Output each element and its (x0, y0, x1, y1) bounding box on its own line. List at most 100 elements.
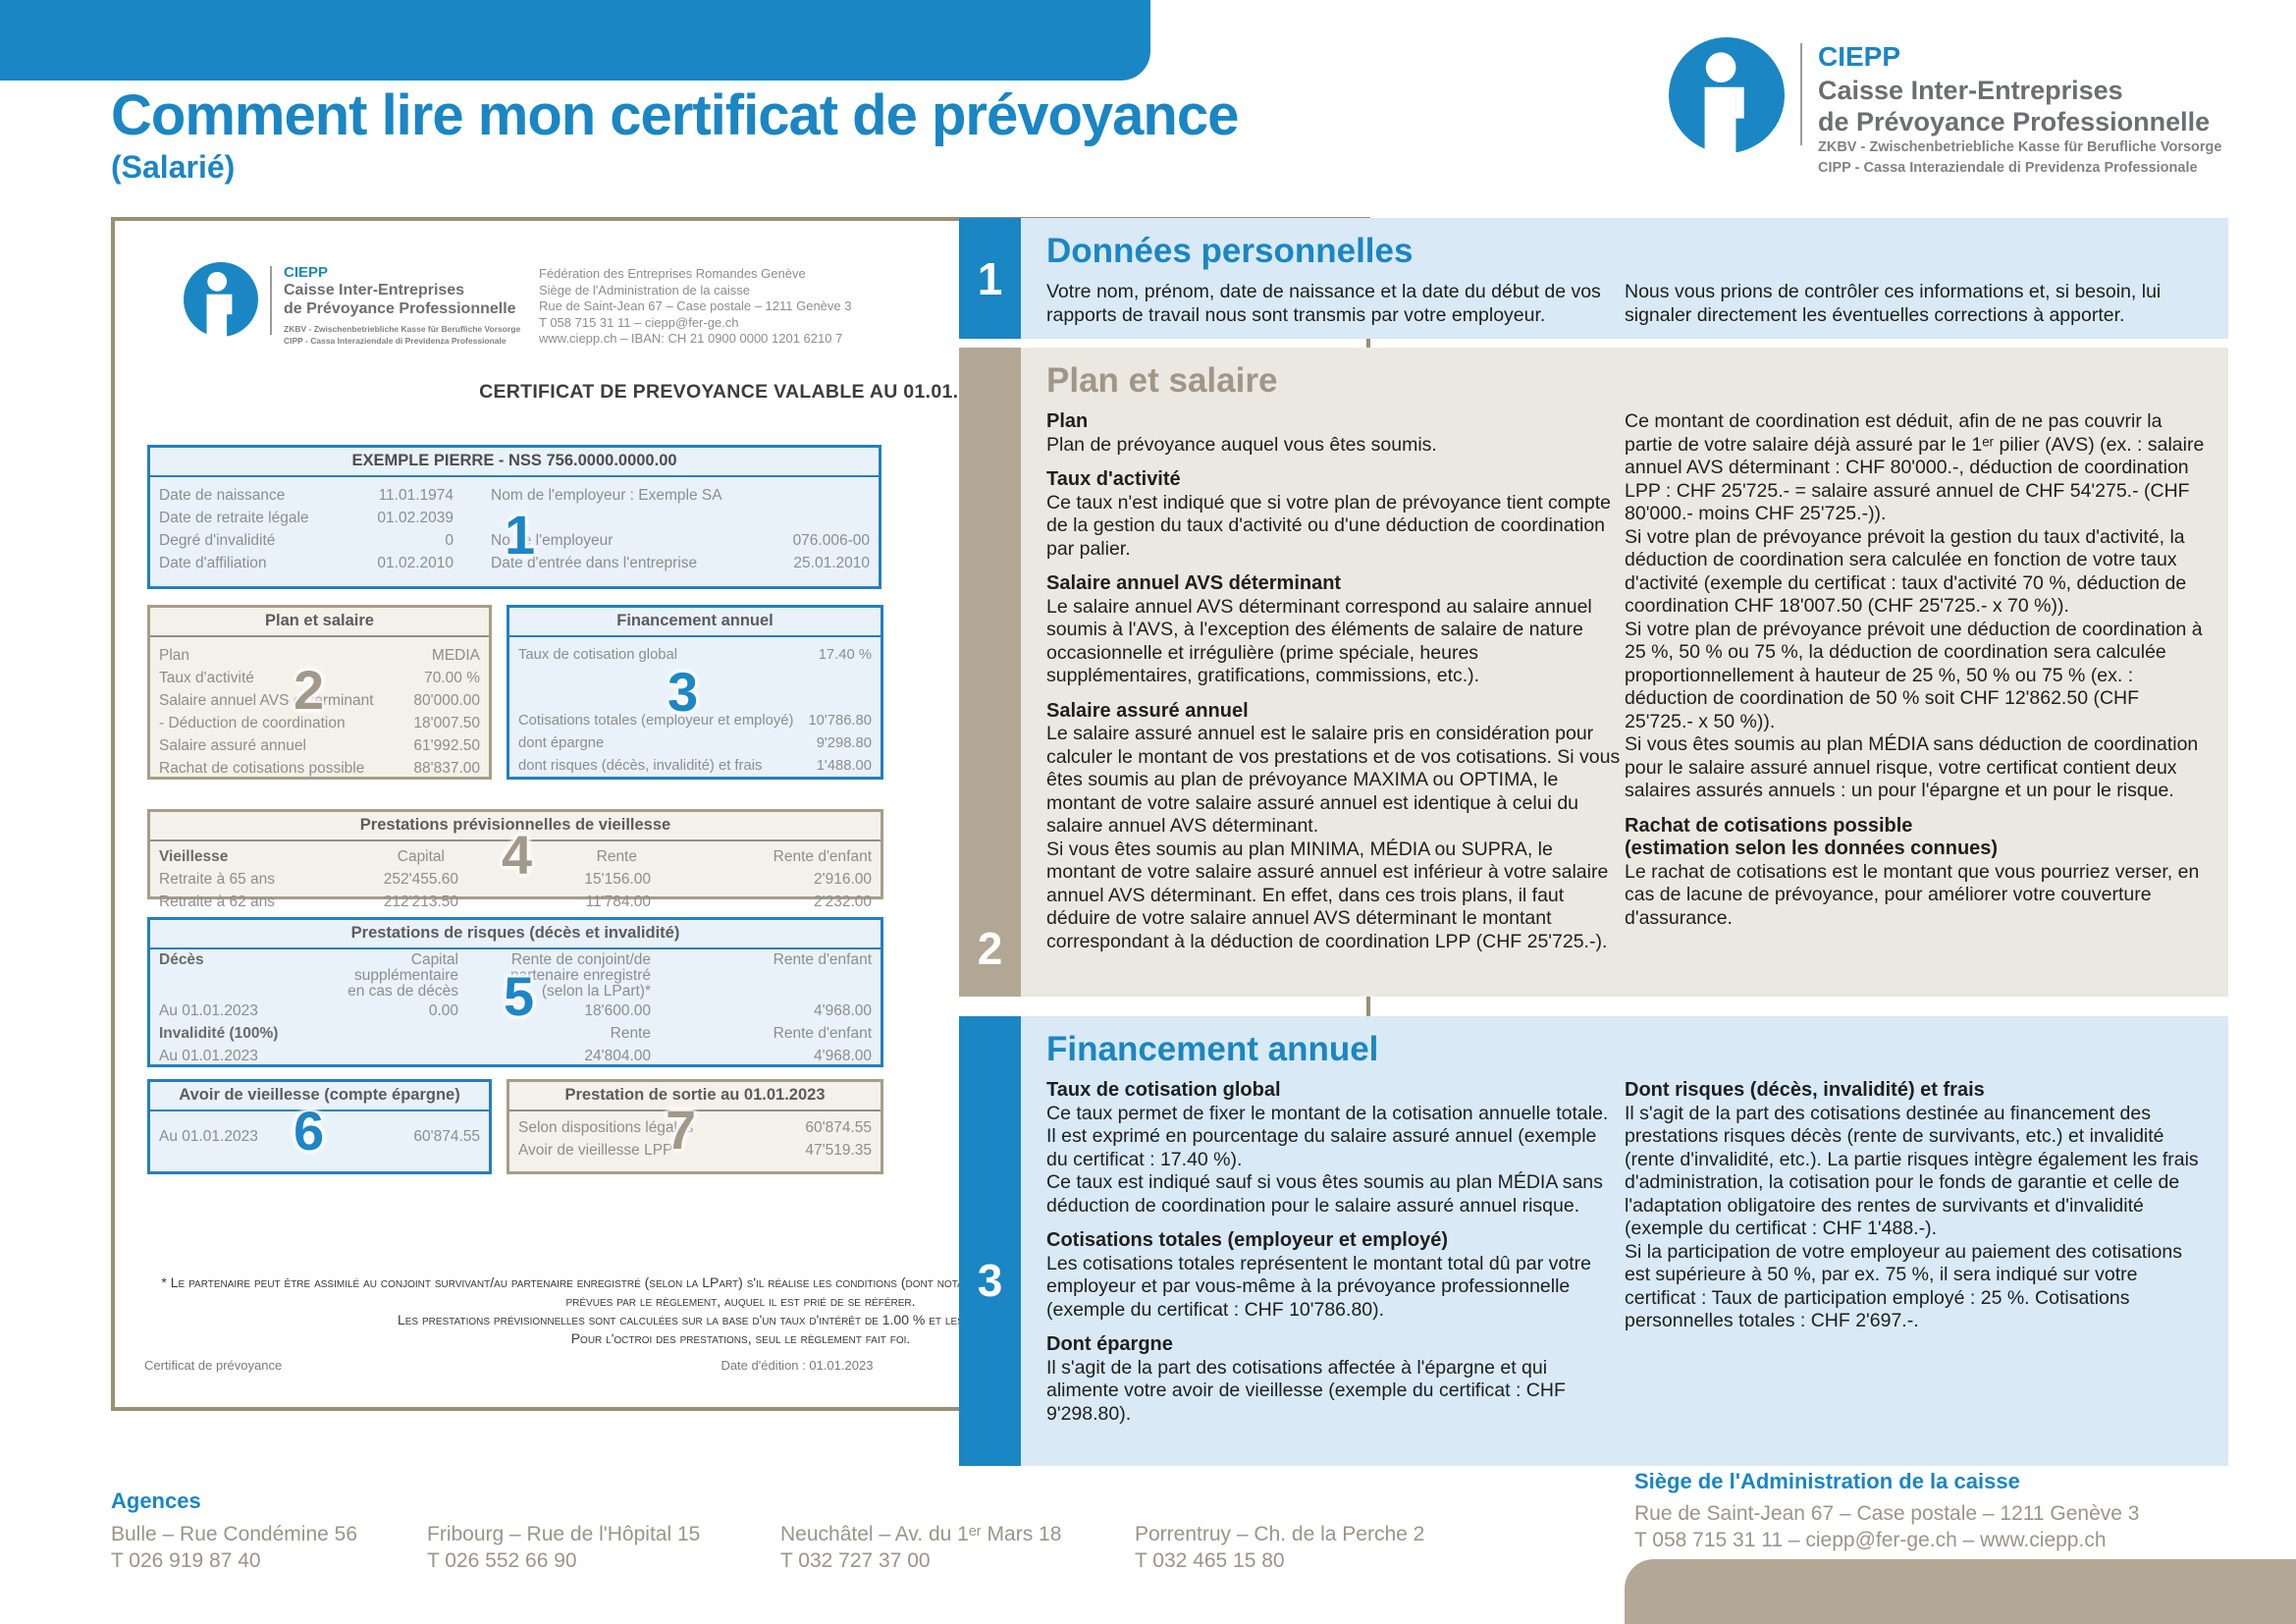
cell: - Déduction de coordination (159, 715, 346, 731)
cell: 47'519.35 (805, 1142, 872, 1159)
table-row: dont risques (décès, invalidité) et frai… (518, 755, 872, 778)
page-title: Comment lire mon certificat de prévoyanc… (111, 83, 1239, 147)
agency-neuchatel: Neuchâtel – Av. du 1ᵉʳ Mars 18 T 032 727… (780, 1521, 1061, 1574)
cell: 076.006-00 (792, 532, 870, 549)
cell: MEDIA (431, 647, 480, 664)
callout-5: 5 (504, 965, 535, 1027)
text-block: Salaire annuel AVS déterminant Le salair… (1046, 572, 1621, 688)
text-block: Dont risques (décès, invalidité) et frai… (1625, 1079, 2209, 1333)
table-row: dont épargne 9'298.80 (518, 732, 872, 755)
cert-brand-divider (270, 266, 272, 335)
cell: 61'992.50 (413, 737, 480, 754)
cell: 11'784.00 (585, 893, 651, 910)
block-body: Ce taux permet de fixer le montant de la… (1046, 1102, 1609, 1217)
col-header: Rente (596, 848, 637, 865)
cert-brand-line-2: de Prévoyance Professionnelle (284, 300, 516, 317)
cert-issuer-address: Fédération des Entreprises Romandes Genè… (539, 266, 851, 348)
table-row: Retraite à 62 ans 212'213.50 11'784.00 2'23… (159, 891, 872, 913)
block-body: Le salaire assuré annuel est le salaire … (1046, 723, 1621, 952)
cert-box-avoir: Avoir de vieillesse (compte épargne) Au … (147, 1079, 492, 1174)
agency-address: Neuchâtel – Av. du 1ᵉʳ Mars 18 (780, 1523, 1062, 1545)
top-blue-bar (0, 0, 1150, 81)
block-body: Il s'agit de la part des cotisations aff… (1046, 1356, 1566, 1425)
table-header-row: Vieillesse Capital Rente Rente d'enfant (159, 845, 872, 868)
callout-2: 2 (294, 659, 325, 721)
cert-box-header: Prestations de risques (décès et invalid… (150, 920, 881, 949)
cert-footer-center: Date d'édition : 01.01.2023 (721, 1358, 874, 1373)
cert-person-header: EXEMPLE PIERRE - NSS 756.0000.0000.00 (150, 448, 879, 477)
block-heading: Taux d'activité (1046, 468, 1181, 490)
bottom-taupe-bar (1625, 1559, 2296, 1624)
cell: 10'786.80 (808, 713, 872, 729)
cell: 1'488.00 (816, 758, 872, 774)
section-heading: Plan et salaire (1046, 361, 1278, 400)
cell: Taux d'activité (159, 670, 254, 686)
brand-sub-2: CIPP - Cassa Interaziendale di Previdenz… (1818, 160, 2198, 176)
brand-line-1: Caisse Inter-Entreprises (1818, 76, 2123, 105)
agency-phone: T 032 465 15 80 (1135, 1549, 1285, 1572)
section-3-number-tab: 3 (959, 1016, 1021, 1466)
text-block: Taux d'activité Ce taux n'est indiqué qu… (1046, 468, 1621, 561)
callout-7: 7 (666, 1099, 697, 1161)
section-2-panel: Plan et salaire Plan Plan de prévoyance … (1021, 348, 2228, 997)
cell: 88'837.00 (413, 760, 480, 777)
footnote-line: Pour l'octroi des prestations, seul le r… (570, 1330, 911, 1346)
section-1-number-tab: 1 (959, 218, 1021, 339)
cert-address-line: Siège de l'Administration de la caisse (539, 282, 750, 298)
cell: 0.00 (428, 1002, 458, 1019)
col-header: Vieillesse (159, 848, 229, 865)
brand-name: CIEPP (1818, 41, 1901, 72)
table-row: Selon dispositions légales 60'874.55 (518, 1116, 872, 1139)
callout-1: 1 (505, 504, 536, 566)
text-block: Ce montant de coordination est déduit, a… (1625, 410, 2209, 803)
table-row: Avoir de vieillesse LPP 47'519.35 (518, 1139, 872, 1162)
cell: 60'874.55 (413, 1128, 480, 1145)
cell: 4'968.00 (814, 1002, 872, 1019)
block-body: Il s'agit de la part des cotisations des… (1625, 1102, 2199, 1332)
cert-box-vieillesse: Prestations prévisionnelles de vieilless… (147, 809, 883, 910)
ciepp-logo-small-icon (184, 262, 258, 337)
cert-brand-sub-1: ZKBV - Zwischenbetriebliche Kasse für Be… (284, 324, 521, 334)
cell: Degré d'invalidité (159, 532, 276, 549)
cell: Au 01.01.2023 (159, 1002, 258, 1019)
table-row: Retraite à 65 ans 252'455.60 15'156.00 2'91… (159, 868, 872, 891)
table-row: Rachat de cotisations possible 88'837.00 (159, 757, 480, 780)
block-heading: Cotisations totales (employeur et employ… (1046, 1229, 1448, 1251)
cert-box-header: Prestation de sortie au 01.01.2023 (509, 1082, 881, 1111)
cell: Date de retraite légale (159, 510, 309, 526)
section-number: 2 (977, 923, 1003, 974)
block-body: Les cotisations totales représentent le … (1046, 1252, 1591, 1321)
cert-brand-line-1: Caisse Inter-Entreprises (284, 282, 465, 298)
cell: Taux de cotisation global (518, 647, 678, 663)
cell: Retraite à 62 ans (159, 893, 276, 910)
cell: 252'455.60 (383, 871, 458, 888)
agency-address: Bulle – Rue Condémine 56 (111, 1523, 357, 1545)
table-row: Cotisations totales (employeur et employ… (518, 710, 872, 732)
cell: 60'874.55 (805, 1119, 872, 1136)
table-row: Date d'affiliation 01.02.2010 Date d'entré… (159, 552, 870, 574)
table-row: Au 01.01.2023 0.00 18'600.00 4'968.00 (159, 1000, 872, 1022)
block-body: Le salaire annuel AVS déterminant corres… (1046, 595, 1592, 687)
siege-address: Rue de Saint-Jean 67 – Case postale – 12… (1634, 1502, 2140, 1525)
block-body: Le rachat de cotisations est le montant … (1625, 860, 2200, 929)
table-row: - Déduction de coordination 18'007.50 (159, 712, 480, 734)
brand-sub-1: ZKBV - Zwischenbetriebliche Kasse für Be… (1818, 139, 2222, 155)
col-header: Rente de conjoint/de partenaire enregist… (509, 951, 651, 1000)
cell: Date d'entrée dans l'entreprise (491, 555, 698, 571)
cell: Selon dispositions légales (518, 1119, 694, 1136)
cell: Plan (159, 647, 190, 664)
page-subtitle: (Salarié) (111, 149, 236, 185)
table-row: Taux d'activité 70.00 % (159, 667, 480, 689)
cell: 80'000.00 (413, 692, 480, 709)
col-header: Capital (397, 848, 445, 865)
cell: 15'156.00 (584, 871, 651, 888)
cell: 01.02.2039 (377, 510, 454, 526)
col-header: Rente d'enfant (773, 951, 872, 968)
col-header: Décès (159, 951, 204, 968)
table-row: Au 01.01.2023 24'804.00 4'968.00 (159, 1045, 872, 1067)
cell: 01.02.2010 (377, 555, 454, 571)
table-row: Taux de cotisation global 17.40 % (518, 644, 872, 667)
cell: 18'600.00 (584, 1002, 651, 1019)
cell: 24'804.00 (584, 1048, 651, 1064)
cert-address-line: Rue de Saint-Jean 67 – Case postale – 12… (539, 298, 852, 313)
